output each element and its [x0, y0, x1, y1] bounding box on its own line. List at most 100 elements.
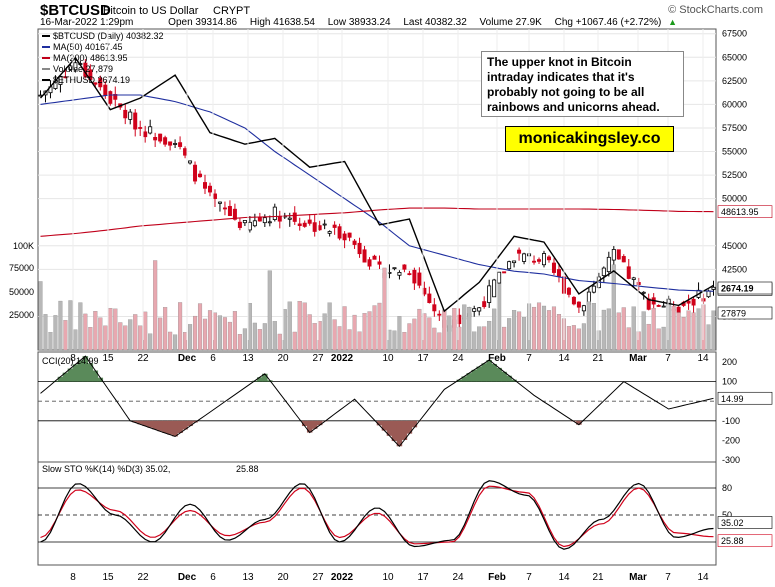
candle-body — [691, 298, 696, 306]
volume-bar — [636, 331, 641, 351]
main-panel — [37, 28, 717, 351]
quote-line: 16-Mar-2022 1:29pm Open 39314.86 High 41… — [40, 17, 720, 28]
volume-bar — [242, 328, 247, 351]
main-xtick: 14 — [697, 353, 709, 364]
volume-bar — [133, 314, 138, 351]
candle-body — [566, 287, 571, 295]
candle-body — [656, 305, 661, 307]
candle-body — [337, 226, 342, 239]
volume-bar — [252, 322, 257, 351]
sto-k-badge-text: 35.02 — [721, 518, 744, 528]
volume-bar — [492, 308, 497, 351]
volume-bar — [512, 310, 517, 351]
ma200-badge-bg — [717, 205, 773, 218]
volume-bar — [686, 310, 691, 351]
volume-bar — [217, 315, 223, 351]
main-xtick: 24 — [452, 353, 464, 364]
candle-body — [487, 285, 492, 303]
volume-bar — [487, 320, 492, 351]
sto-xtick: 14 — [697, 572, 709, 583]
candle-body — [581, 305, 586, 312]
volume-bar — [432, 327, 437, 351]
cci-tick-label: -200 — [722, 435, 740, 445]
quote-change: Chg +1067.46 (+2.72%) — [554, 17, 662, 28]
change-up-icon: ▲ — [668, 17, 678, 27]
volume-bar — [392, 330, 397, 351]
volume-bar — [417, 308, 422, 351]
quote-high: High 41638.54 — [249, 17, 315, 28]
volume-bar — [691, 312, 696, 351]
sto-panel — [37, 461, 717, 566]
main-xtick: 14 — [558, 353, 570, 364]
volume-bar — [227, 321, 232, 351]
candle-body — [312, 222, 317, 232]
candle-body — [203, 182, 208, 189]
candle-body — [153, 137, 158, 141]
candle-body — [143, 131, 148, 138]
candle-body — [711, 286, 716, 290]
candle-body — [556, 269, 561, 277]
volume-bar — [556, 314, 562, 351]
sto-xtick: 22 — [137, 572, 149, 583]
volume-bar — [412, 318, 417, 351]
volume-bar — [701, 304, 706, 351]
candle-body — [212, 193, 217, 200]
candle-body — [68, 65, 73, 70]
candle-body — [222, 207, 227, 210]
volume-bar — [53, 315, 58, 351]
candle-body — [477, 307, 482, 312]
volume-bar — [546, 310, 552, 351]
cci-panel — [37, 351, 717, 463]
volume-badge: 27879 — [717, 306, 773, 320]
volume-bar — [482, 326, 487, 351]
volume-bar — [442, 309, 447, 351]
candle-body — [537, 259, 542, 262]
legend-eth: $ETHUSD 2674.19 — [53, 75, 130, 85]
main-xtick: 13 — [242, 353, 254, 364]
volume-bar — [472, 331, 477, 351]
volume-bar — [706, 324, 711, 351]
candle-body — [661, 305, 666, 308]
legend-volume: Volume 27,879 — [53, 64, 113, 74]
candle-body — [522, 253, 527, 262]
volume-bar — [207, 310, 213, 351]
volume-bar — [616, 312, 621, 351]
volume-bar — [48, 332, 53, 351]
candle-body — [178, 142, 183, 147]
sto-xtick: Dec — [178, 572, 197, 583]
candle-body — [247, 221, 252, 231]
volume-bar — [601, 309, 606, 351]
candle-body — [207, 185, 212, 193]
candle-body — [113, 93, 118, 100]
volume-bar — [197, 303, 203, 351]
volume-bar — [168, 331, 173, 351]
ma200-badge-text: 48613.95 — [721, 207, 759, 217]
candle-body — [412, 269, 417, 284]
sto-xtick: 15 — [102, 572, 114, 583]
volume-bar — [272, 321, 277, 351]
candle-body — [532, 260, 537, 263]
volume-bar — [452, 308, 457, 351]
volume-bar — [58, 300, 63, 351]
volume-bar — [163, 307, 168, 351]
volume-bar — [671, 305, 676, 351]
candle-body — [591, 285, 596, 293]
sto-xtick: 17 — [417, 572, 429, 583]
candle-body — [103, 84, 108, 96]
volume-bar — [192, 315, 198, 351]
price-tick-label: 57500 — [722, 123, 747, 133]
volume-bar — [118, 322, 123, 351]
ma50-line — [40, 94, 714, 292]
volume-bar — [173, 334, 178, 351]
candle-body — [377, 261, 382, 265]
volume-tick-label: 100K — [13, 241, 34, 251]
cci-tick-label: 200 — [722, 357, 737, 367]
main-xtick: 2022 — [331, 353, 354, 364]
candle-body — [367, 259, 372, 267]
candle-body — [621, 256, 626, 263]
volume-bar — [407, 323, 412, 351]
candle-body — [193, 164, 198, 182]
volume-bar — [138, 325, 143, 351]
candle-body — [517, 249, 522, 254]
